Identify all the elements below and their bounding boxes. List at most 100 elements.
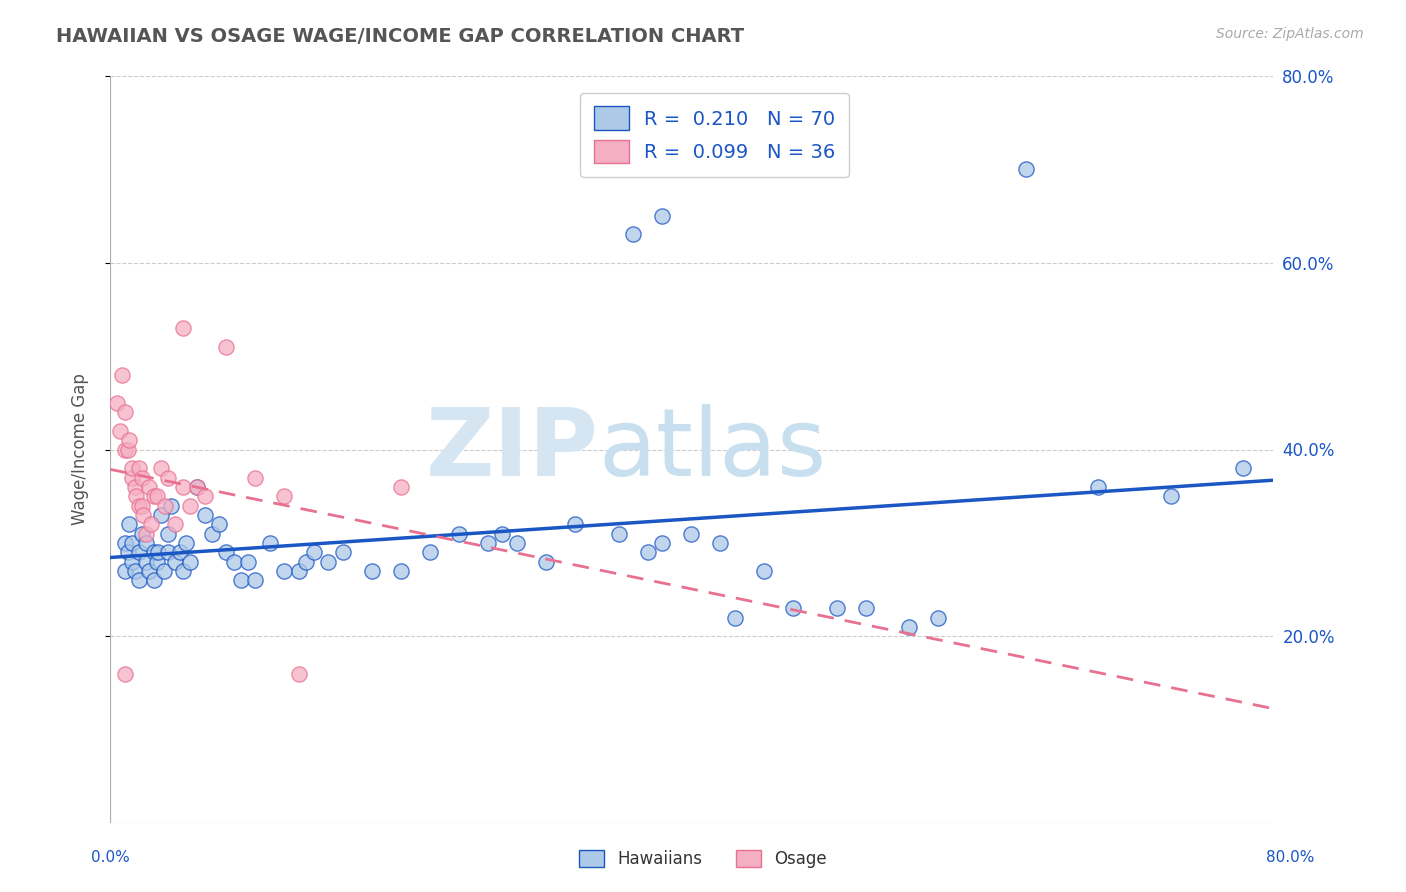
Point	[172, 321, 194, 335]
Point	[389, 564, 412, 578]
Point	[316, 555, 339, 569]
Point	[1014, 161, 1036, 176]
Point	[621, 227, 644, 242]
Point	[172, 480, 194, 494]
Text: 80.0%: 80.0%	[1267, 850, 1315, 865]
Point	[135, 536, 157, 550]
Point	[105, 396, 128, 410]
Point	[215, 545, 238, 559]
Point	[724, 611, 747, 625]
Point	[114, 442, 136, 457]
Point	[155, 499, 177, 513]
Point	[172, 564, 194, 578]
Point	[477, 536, 499, 550]
Point	[506, 536, 529, 550]
Point	[179, 499, 201, 513]
Point	[193, 489, 215, 503]
Point	[110, 424, 132, 438]
Point	[855, 601, 877, 615]
Point	[389, 480, 412, 494]
Point	[114, 405, 136, 419]
Point	[142, 545, 165, 559]
Point	[927, 611, 949, 625]
Point	[124, 480, 146, 494]
Point	[114, 564, 136, 578]
Point	[135, 555, 157, 569]
Point	[131, 470, 153, 484]
Point	[259, 536, 281, 550]
Point	[145, 489, 167, 503]
Point	[709, 536, 731, 550]
Point	[165, 555, 187, 569]
Point	[157, 526, 180, 541]
Point	[169, 545, 191, 559]
Point	[117, 442, 139, 457]
Point	[215, 340, 238, 354]
Point	[121, 470, 143, 484]
Point	[534, 555, 557, 569]
Point	[360, 564, 382, 578]
Point	[131, 526, 153, 541]
Y-axis label: Wage/Income Gap: Wage/Income Gap	[72, 374, 89, 525]
Point	[607, 526, 630, 541]
Point	[157, 470, 180, 484]
Legend: R =  0.210   N = 70, R =  0.099   N = 36: R = 0.210 N = 70, R = 0.099 N = 36	[581, 93, 849, 178]
Point	[138, 480, 160, 494]
Point	[229, 574, 252, 588]
Point	[118, 433, 141, 447]
Point	[121, 536, 143, 550]
Text: 0.0%: 0.0%	[91, 850, 131, 865]
Point	[165, 517, 187, 532]
Point	[288, 564, 311, 578]
Point	[117, 545, 139, 559]
Point	[898, 620, 921, 634]
Point	[186, 480, 208, 494]
Point	[186, 480, 208, 494]
Point	[236, 555, 259, 569]
Point	[245, 574, 267, 588]
Text: HAWAIIAN VS OSAGE WAGE/INCOME GAP CORRELATION CHART: HAWAIIAN VS OSAGE WAGE/INCOME GAP CORREL…	[56, 27, 744, 45]
Point	[1232, 461, 1254, 475]
Point	[782, 601, 804, 615]
Point	[651, 209, 673, 223]
Point	[179, 555, 201, 569]
Point	[114, 666, 136, 681]
Text: ZIP: ZIP	[426, 403, 599, 495]
Point	[114, 536, 136, 550]
Point	[245, 470, 267, 484]
Text: atlas: atlas	[599, 403, 827, 495]
Point	[131, 499, 153, 513]
Point	[564, 517, 586, 532]
Point	[208, 517, 231, 532]
Point	[447, 526, 470, 541]
Point	[139, 517, 162, 532]
Point	[302, 545, 325, 559]
Point	[157, 545, 180, 559]
Point	[288, 666, 311, 681]
Point	[118, 517, 141, 532]
Point	[149, 461, 172, 475]
Legend: Hawaiians, Osage: Hawaiians, Osage	[572, 843, 834, 875]
Point	[1160, 489, 1182, 503]
Point	[142, 574, 165, 588]
Point	[419, 545, 441, 559]
Point	[273, 564, 295, 578]
Point	[121, 555, 143, 569]
Point	[121, 461, 143, 475]
Point	[124, 564, 146, 578]
Point	[193, 508, 215, 522]
Point	[125, 489, 148, 503]
Point	[295, 555, 318, 569]
Point	[128, 574, 150, 588]
Point	[752, 564, 775, 578]
Point	[135, 526, 157, 541]
Point	[138, 564, 160, 578]
Point	[332, 545, 354, 559]
Point	[128, 499, 150, 513]
Point	[145, 555, 167, 569]
Point	[142, 489, 165, 503]
Point	[651, 536, 673, 550]
Point	[111, 368, 134, 382]
Point	[153, 564, 176, 578]
Point	[273, 489, 295, 503]
